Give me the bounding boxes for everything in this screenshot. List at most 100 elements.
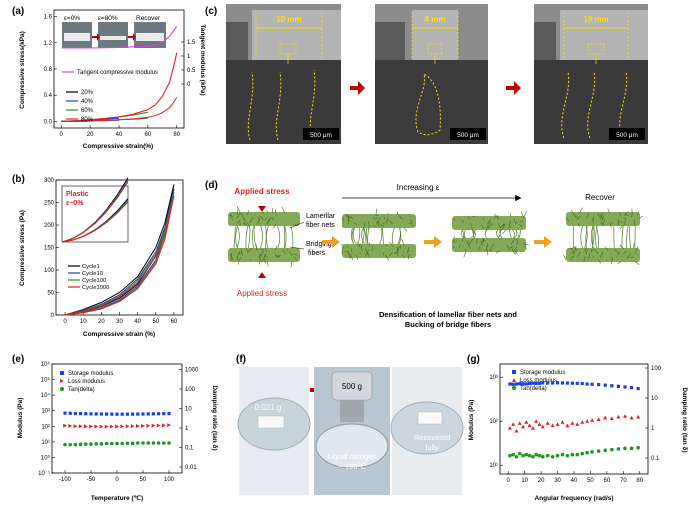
point-loss-g [541, 425, 545, 429]
lamellar-net [228, 212, 300, 226]
recover-label: Recover [585, 193, 615, 202]
point-storage-e [63, 412, 66, 415]
a-ytick-label: 0.4 [44, 93, 53, 99]
g-rtick-label: 1 [651, 426, 655, 432]
g-xtick-label: 60 [604, 478, 611, 484]
bridging-fiber [485, 230, 487, 238]
photo-strain-80 [98, 22, 128, 48]
point-tan-g [566, 454, 570, 458]
point-tan-g [521, 454, 525, 458]
point-tan-e [110, 442, 114, 446]
b-xtick-label: 40 [134, 319, 141, 325]
a-xtick-label: 40 [116, 132, 123, 138]
applied-stress-top: Applied stress [234, 187, 290, 196]
panel-letter-e: (e) [12, 354, 24, 365]
fiber-illustrations [228, 206, 642, 268]
fiber-strand [633, 243, 634, 248]
point-storage-g [586, 382, 589, 385]
point-tan-e [100, 442, 104, 446]
point-storage-g [571, 382, 574, 385]
bridging-fiber [519, 230, 521, 238]
g-ytick-label: 10¹ [489, 463, 498, 469]
point-storage-g [590, 383, 593, 386]
e-ytick-label: 10² [41, 424, 50, 430]
point-loss-e [94, 425, 98, 429]
fiber-strand [564, 255, 567, 260]
compression-photos: ε=0% ε=80% Recover [62, 15, 166, 48]
b-xtick-label: 10 [80, 319, 87, 325]
photo-f-1: 0.031 g [238, 367, 310, 495]
e-rtick-label: 0.01 [185, 465, 197, 471]
a-xtick-label: 60 [145, 132, 152, 138]
bridging-fiber [364, 228, 366, 244]
point-tan-e [120, 442, 124, 446]
point-loss-e [68, 424, 72, 428]
ylabel-a: Compressive stress(kPa) [19, 31, 26, 109]
g-xtick-label: 40 [571, 478, 578, 484]
point-storage-e [69, 412, 72, 415]
point-tan-e [167, 441, 171, 445]
bridging-fiber [392, 228, 394, 244]
point-loss-e [115, 424, 119, 428]
point-loss-e [105, 425, 109, 429]
point-loss-e [152, 424, 156, 428]
point-loss-g [580, 420, 584, 424]
point-loss-g [575, 422, 579, 426]
lamellar-label-2: fiber nets [306, 222, 335, 229]
point-loss-e [141, 424, 145, 428]
panel-f: 0.031 g 500 g Liquid nitrogen ~-196℃ Rec… [238, 367, 463, 495]
points-e [63, 412, 171, 447]
point-loss-g [630, 416, 634, 420]
weight-label: 500 g [342, 382, 362, 391]
a-ytick-label: 0.8 [44, 67, 53, 73]
legend-label-e: Loss modulus [68, 379, 105, 385]
point-loss-g [546, 421, 550, 425]
g-xtick-label: 10 [521, 478, 528, 484]
e-ytick-label: 10¹ [41, 440, 50, 446]
point-storage-g [561, 381, 564, 384]
point-tan-g [531, 455, 535, 459]
panel-letter-d: (d) [205, 180, 218, 191]
fiber-stack-4 [564, 208, 643, 265]
e-ytick-label: 10⁵ [41, 377, 51, 384]
point-tan-g [528, 454, 532, 458]
point-storage-g [610, 384, 613, 387]
width-label-1: 10 mm [276, 15, 301, 24]
point-storage-e [100, 412, 103, 415]
nitrogen-label: Liquid nitrogen [327, 452, 376, 461]
point-loss-g [565, 423, 569, 427]
ylabel-right-e: Damping ratio (tan δ) [211, 385, 218, 450]
fiber-strand [524, 211, 527, 217]
e-xtick-label: 0 [115, 477, 119, 483]
point-tan-e [146, 441, 150, 445]
label-strain-80: ε=80% [98, 15, 118, 22]
orange-arrow-2 [424, 236, 442, 248]
point-loss-g [585, 419, 589, 423]
point-loss-e [89, 424, 93, 428]
inset-sub-b: ε~0% [66, 200, 84, 207]
point-loss-g [531, 426, 535, 430]
point-loss-e [120, 424, 124, 428]
point-storage-e [136, 412, 139, 415]
point-tan-g [525, 453, 529, 457]
point-tan-e [84, 442, 88, 446]
photo-f-3: Recovered fully [391, 367, 463, 495]
point-loss-e [74, 424, 78, 428]
mass-label: 0.031 g [255, 403, 282, 412]
panel-letter-b: (b) [12, 174, 25, 185]
b-ytick-label: 0 [51, 313, 55, 319]
point-loss-g [590, 418, 594, 422]
legend-label-g: Storage modulus [520, 370, 565, 376]
e-ytick-label: 10⁶ [41, 361, 51, 368]
point-tan-g [541, 455, 545, 459]
fiber-strand [267, 262, 268, 267]
lamellar-label: Lamerllar [306, 213, 336, 220]
bridging-fiber [246, 226, 248, 248]
line-a-80- [61, 53, 177, 122]
point-tan-g [534, 453, 538, 457]
bridging-fiber [265, 226, 266, 248]
g-rtick-label: 100 [651, 366, 662, 372]
